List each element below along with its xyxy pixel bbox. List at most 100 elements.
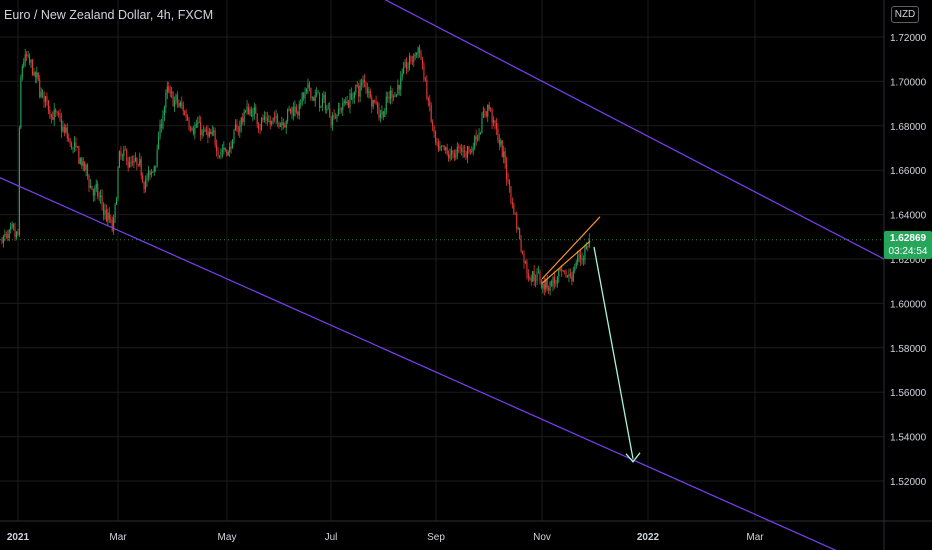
candle-body: [346, 101, 348, 104]
candle-body: [31, 59, 33, 76]
candle-body: [287, 109, 289, 121]
candle-body: [530, 278, 532, 282]
y-tick-label: 1.62000: [890, 255, 927, 266]
candle-body: [482, 111, 484, 119]
candle-body: [337, 108, 339, 115]
candle-body: [327, 108, 329, 110]
rising-wedge-line-2: [541, 216, 601, 280]
candle-body: [188, 120, 190, 129]
candle-body: [379, 113, 381, 118]
candle-body: [182, 105, 184, 112]
candle-body: [465, 151, 467, 158]
candle-body: [94, 188, 96, 196]
candle-body: [175, 94, 177, 101]
candle-body: [446, 147, 448, 155]
candle-body: [381, 111, 383, 114]
candle-body: [323, 94, 325, 99]
candle-body: [4, 233, 6, 237]
x-tick-label: 2022: [637, 532, 660, 543]
candle-body: [229, 146, 231, 153]
candle-body: [300, 103, 302, 105]
candle-body: [477, 138, 479, 140]
candle-body: [13, 223, 15, 229]
candle-body: [107, 212, 109, 222]
candle-body: [288, 108, 290, 110]
candle-body: [8, 229, 10, 239]
candle-body: [426, 80, 428, 99]
candle-body: [303, 92, 305, 99]
candle-body: [565, 271, 567, 278]
y-tick-label: 1.60000: [890, 299, 927, 310]
candle-body: [329, 108, 331, 117]
candle-body: [78, 146, 80, 164]
candle-body: [81, 158, 83, 166]
candle-body: [578, 254, 580, 257]
candle-body: [58, 113, 60, 114]
candle-body: [439, 146, 441, 150]
candle-body: [410, 55, 412, 62]
symbol-title[interactable]: Euro / New Zealand Dollar, 4h, FXCM: [4, 8, 214, 22]
candle-body: [459, 147, 461, 149]
candle-body: [555, 283, 557, 284]
candle-body: [475, 136, 477, 139]
candle-body: [140, 159, 142, 176]
candle-body: [484, 111, 486, 113]
candle-body: [275, 115, 277, 119]
candle-body: [91, 185, 93, 191]
candle-body: [271, 120, 273, 125]
candle-body: [130, 161, 132, 163]
candle-body: [46, 96, 48, 102]
candle-body: [353, 92, 355, 98]
candle-body: [162, 115, 164, 128]
candle-body: [401, 73, 403, 78]
candle-body: [507, 179, 509, 181]
candle-body: [423, 65, 425, 80]
candle-body: [113, 217, 115, 231]
candle-body: [53, 109, 55, 120]
candle-body: [574, 267, 576, 271]
candle-body: [110, 219, 112, 221]
candle-body: [317, 92, 319, 94]
candle-body: [195, 124, 197, 128]
currency-badge[interactable]: NZD: [891, 6, 919, 23]
candle-body: [490, 109, 492, 110]
candle-body: [429, 100, 431, 106]
candle-body: [369, 91, 371, 98]
candle-body: [146, 177, 148, 181]
candle-body: [226, 149, 228, 156]
candle-body: [18, 128, 20, 235]
candle-body: [453, 153, 455, 158]
candle-body: [339, 108, 341, 110]
candle-body: [145, 180, 147, 190]
candle-body: [313, 97, 315, 102]
candle-body: [258, 124, 260, 129]
candle-body: [97, 183, 99, 196]
candle-body: [79, 158, 81, 164]
candle-body: [307, 83, 309, 89]
candle-body: [126, 149, 128, 162]
candle-body: [478, 133, 480, 139]
candle-body: [10, 226, 12, 230]
candle-body: [243, 111, 245, 122]
candle-body: [118, 151, 120, 168]
candle-body: [420, 53, 422, 60]
candle-body: [371, 97, 373, 107]
candle-body: [377, 103, 379, 108]
candle-body: [56, 112, 58, 114]
candle-body: [216, 144, 218, 151]
candle-body: [5, 233, 7, 235]
candle-body: [540, 280, 542, 288]
candle-body: [147, 170, 149, 178]
candle-body: [539, 271, 541, 281]
candle-body: [102, 204, 105, 215]
candle-body: [362, 79, 364, 84]
candle-body: [76, 146, 78, 148]
candle-body: [208, 131, 210, 137]
candle-body: [63, 126, 65, 133]
candle-body: [545, 279, 547, 290]
candle-body: [142, 175, 144, 182]
candle-body: [291, 106, 293, 113]
candle-body: [59, 113, 61, 120]
candle-body: [388, 97, 390, 99]
